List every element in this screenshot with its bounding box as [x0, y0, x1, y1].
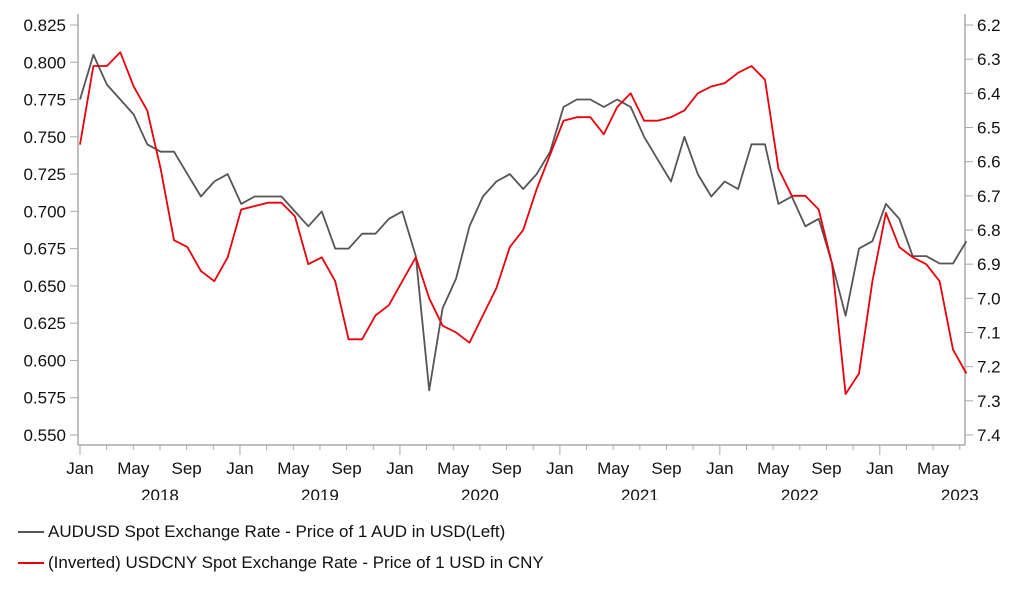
x-tick-label: Sep	[651, 459, 681, 478]
left-tick-label: 0.825	[23, 16, 66, 35]
right-tick-label: 6.2	[977, 16, 1001, 35]
left-tick-label: 0.800	[23, 53, 66, 72]
series-line-audusd	[79, 53, 968, 392]
year-label: 2020	[461, 486, 499, 500]
x-tick-label: May	[597, 459, 630, 478]
x-tick-label: Jan	[866, 459, 893, 478]
year-label: 2021	[621, 486, 659, 500]
right-tick-label: 7.3	[977, 392, 1001, 411]
right-tick-label: 6.6	[977, 153, 1001, 172]
x-tick-label: May	[437, 459, 470, 478]
right-tick-label: 6.7	[977, 187, 1001, 206]
right-tick-label: 7.0	[977, 289, 1001, 308]
x-tick-label: Jan	[66, 459, 93, 478]
left-tick-label: 0.600	[23, 351, 66, 370]
series-line-usdcny-inverted	[79, 51, 968, 395]
year-label: 2019	[301, 486, 339, 500]
year-label: 2023	[941, 486, 979, 500]
x-tick-label: Jan	[546, 459, 573, 478]
year-label: 2022	[781, 486, 819, 500]
x-tick-label: Jan	[706, 459, 733, 478]
left-tick-label: 0.650	[23, 277, 66, 296]
legend-item-audusd: AUDUSD Spot Exchange Rate - Price of 1 A…	[18, 522, 505, 542]
x-tick-label: Jan	[386, 459, 413, 478]
x-tick-label: May	[757, 459, 790, 478]
x-tick-label: Sep	[811, 459, 841, 478]
left-tick-label: 0.775	[23, 91, 66, 110]
left-tick-label: 0.675	[23, 240, 66, 259]
right-tick-label: 7.4	[977, 426, 1001, 445]
left-tick-label: 0.575	[23, 389, 66, 408]
left-tick-label: 0.700	[23, 202, 66, 221]
right-tick-label: 6.8	[977, 221, 1001, 240]
x-tick-label: Sep	[331, 459, 361, 478]
legend-swatch-gray	[18, 531, 44, 533]
right-tick-label: 7.2	[977, 358, 1001, 377]
x-tick-label: Jan	[226, 459, 253, 478]
year-label: 2018	[141, 486, 179, 500]
x-tick-label: Sep	[491, 459, 521, 478]
x-tick-label: May	[277, 459, 310, 478]
right-tick-label: 6.9	[977, 255, 1001, 274]
legend-label: AUDUSD Spot Exchange Rate - Price of 1 A…	[48, 522, 506, 541]
legend-label: (Inverted) USDCNY Spot Exchange Rate - P…	[48, 553, 544, 572]
x-tick-label: Sep	[172, 459, 202, 478]
right-tick-label: 6.5	[977, 119, 1001, 138]
left-tick-label: 0.750	[23, 128, 66, 147]
legend-item-usdcny: (Inverted) USDCNY Spot Exchange Rate - P…	[18, 553, 544, 573]
left-tick-label: 0.550	[23, 426, 66, 445]
x-tick-label: May	[917, 459, 950, 478]
right-tick-label: 7.1	[977, 324, 1001, 343]
legend-swatch-red	[18, 562, 44, 564]
x-tick-label: May	[117, 459, 150, 478]
dual-axis-line-chart: 0.825 0.800 0.775 0.750 0.725 0.700 0.675 0.650…	[23, 14, 1001, 505]
left-tick-label: 0.725	[23, 165, 66, 184]
right-tick-label: 6.3	[977, 50, 1001, 69]
left-tick-label: 0.625	[23, 314, 66, 333]
right-tick-label: 6.4	[977, 84, 1001, 103]
